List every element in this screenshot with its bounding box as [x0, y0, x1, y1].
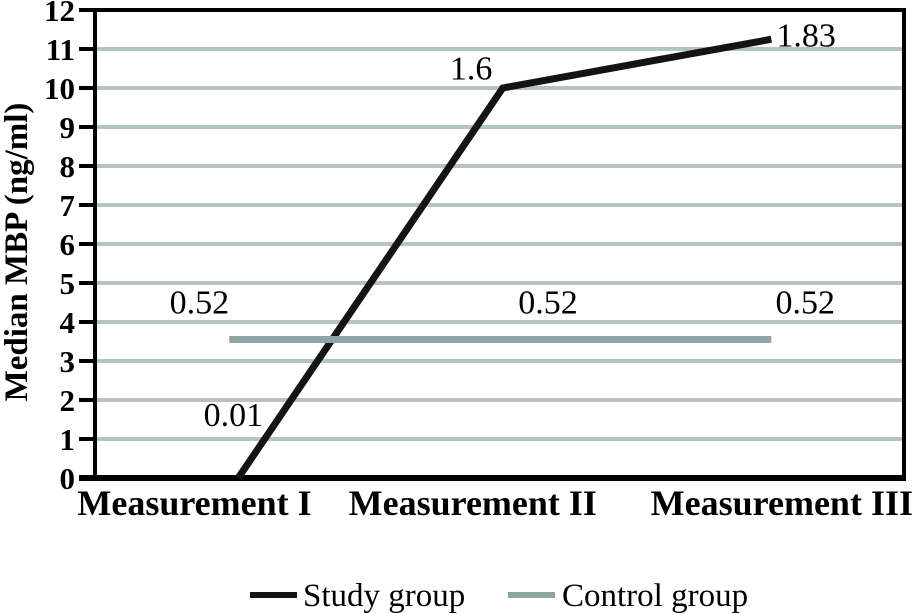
category-label-1: Measurement I: [77, 483, 311, 523]
gridlines: [93, 47, 904, 441]
y-tick-label-0: 0: [60, 461, 76, 496]
y-tick-label-8: 8: [60, 149, 76, 184]
legend-label-study-group: Study group: [303, 578, 465, 614]
y-tick-label-12: 12: [44, 0, 75, 28]
data-label-1: 0.01: [204, 397, 264, 434]
y-tick-label-9: 9: [60, 110, 76, 145]
y-tick-label-3: 3: [60, 344, 76, 379]
data-label-4: 0.52: [776, 285, 836, 322]
y-tick-label-4: 4: [60, 305, 76, 340]
x-axis-category-labels: Measurement I Measurement II Measurement I…: [77, 483, 913, 523]
y-tick-label-2: 2: [60, 383, 76, 418]
y-tick-label-10: 10: [44, 71, 75, 106]
category-label-3: Measurement III: [651, 483, 913, 523]
y-tick-label-7: 7: [60, 188, 76, 223]
category-label-2: Measurement II: [349, 483, 597, 523]
legend: Study group Control group: [250, 578, 748, 614]
series-lines: [229, 35, 772, 480]
data-label-2: 1.6: [450, 51, 493, 88]
y-tick-label-11: 11: [46, 32, 75, 67]
legend-label-control-group: Control group: [562, 578, 748, 614]
y-tick-label-6: 6: [60, 227, 76, 262]
data-label-5: 1.83: [776, 17, 836, 54]
study-group-line: [235, 35, 772, 480]
y-axis-ticks: [79, 8, 95, 480]
data-label-0: 0.52: [170, 285, 230, 322]
y-axis-title: Median MBP (ng/ml): [0, 103, 35, 402]
y-tick-label-5: 5: [60, 266, 76, 301]
data-label-3: 0.52: [518, 285, 578, 322]
data-labels: 0.52 0.01 1.6 0.52 0.52 1.83: [170, 17, 836, 433]
y-tick-label-1: 1: [60, 422, 76, 457]
